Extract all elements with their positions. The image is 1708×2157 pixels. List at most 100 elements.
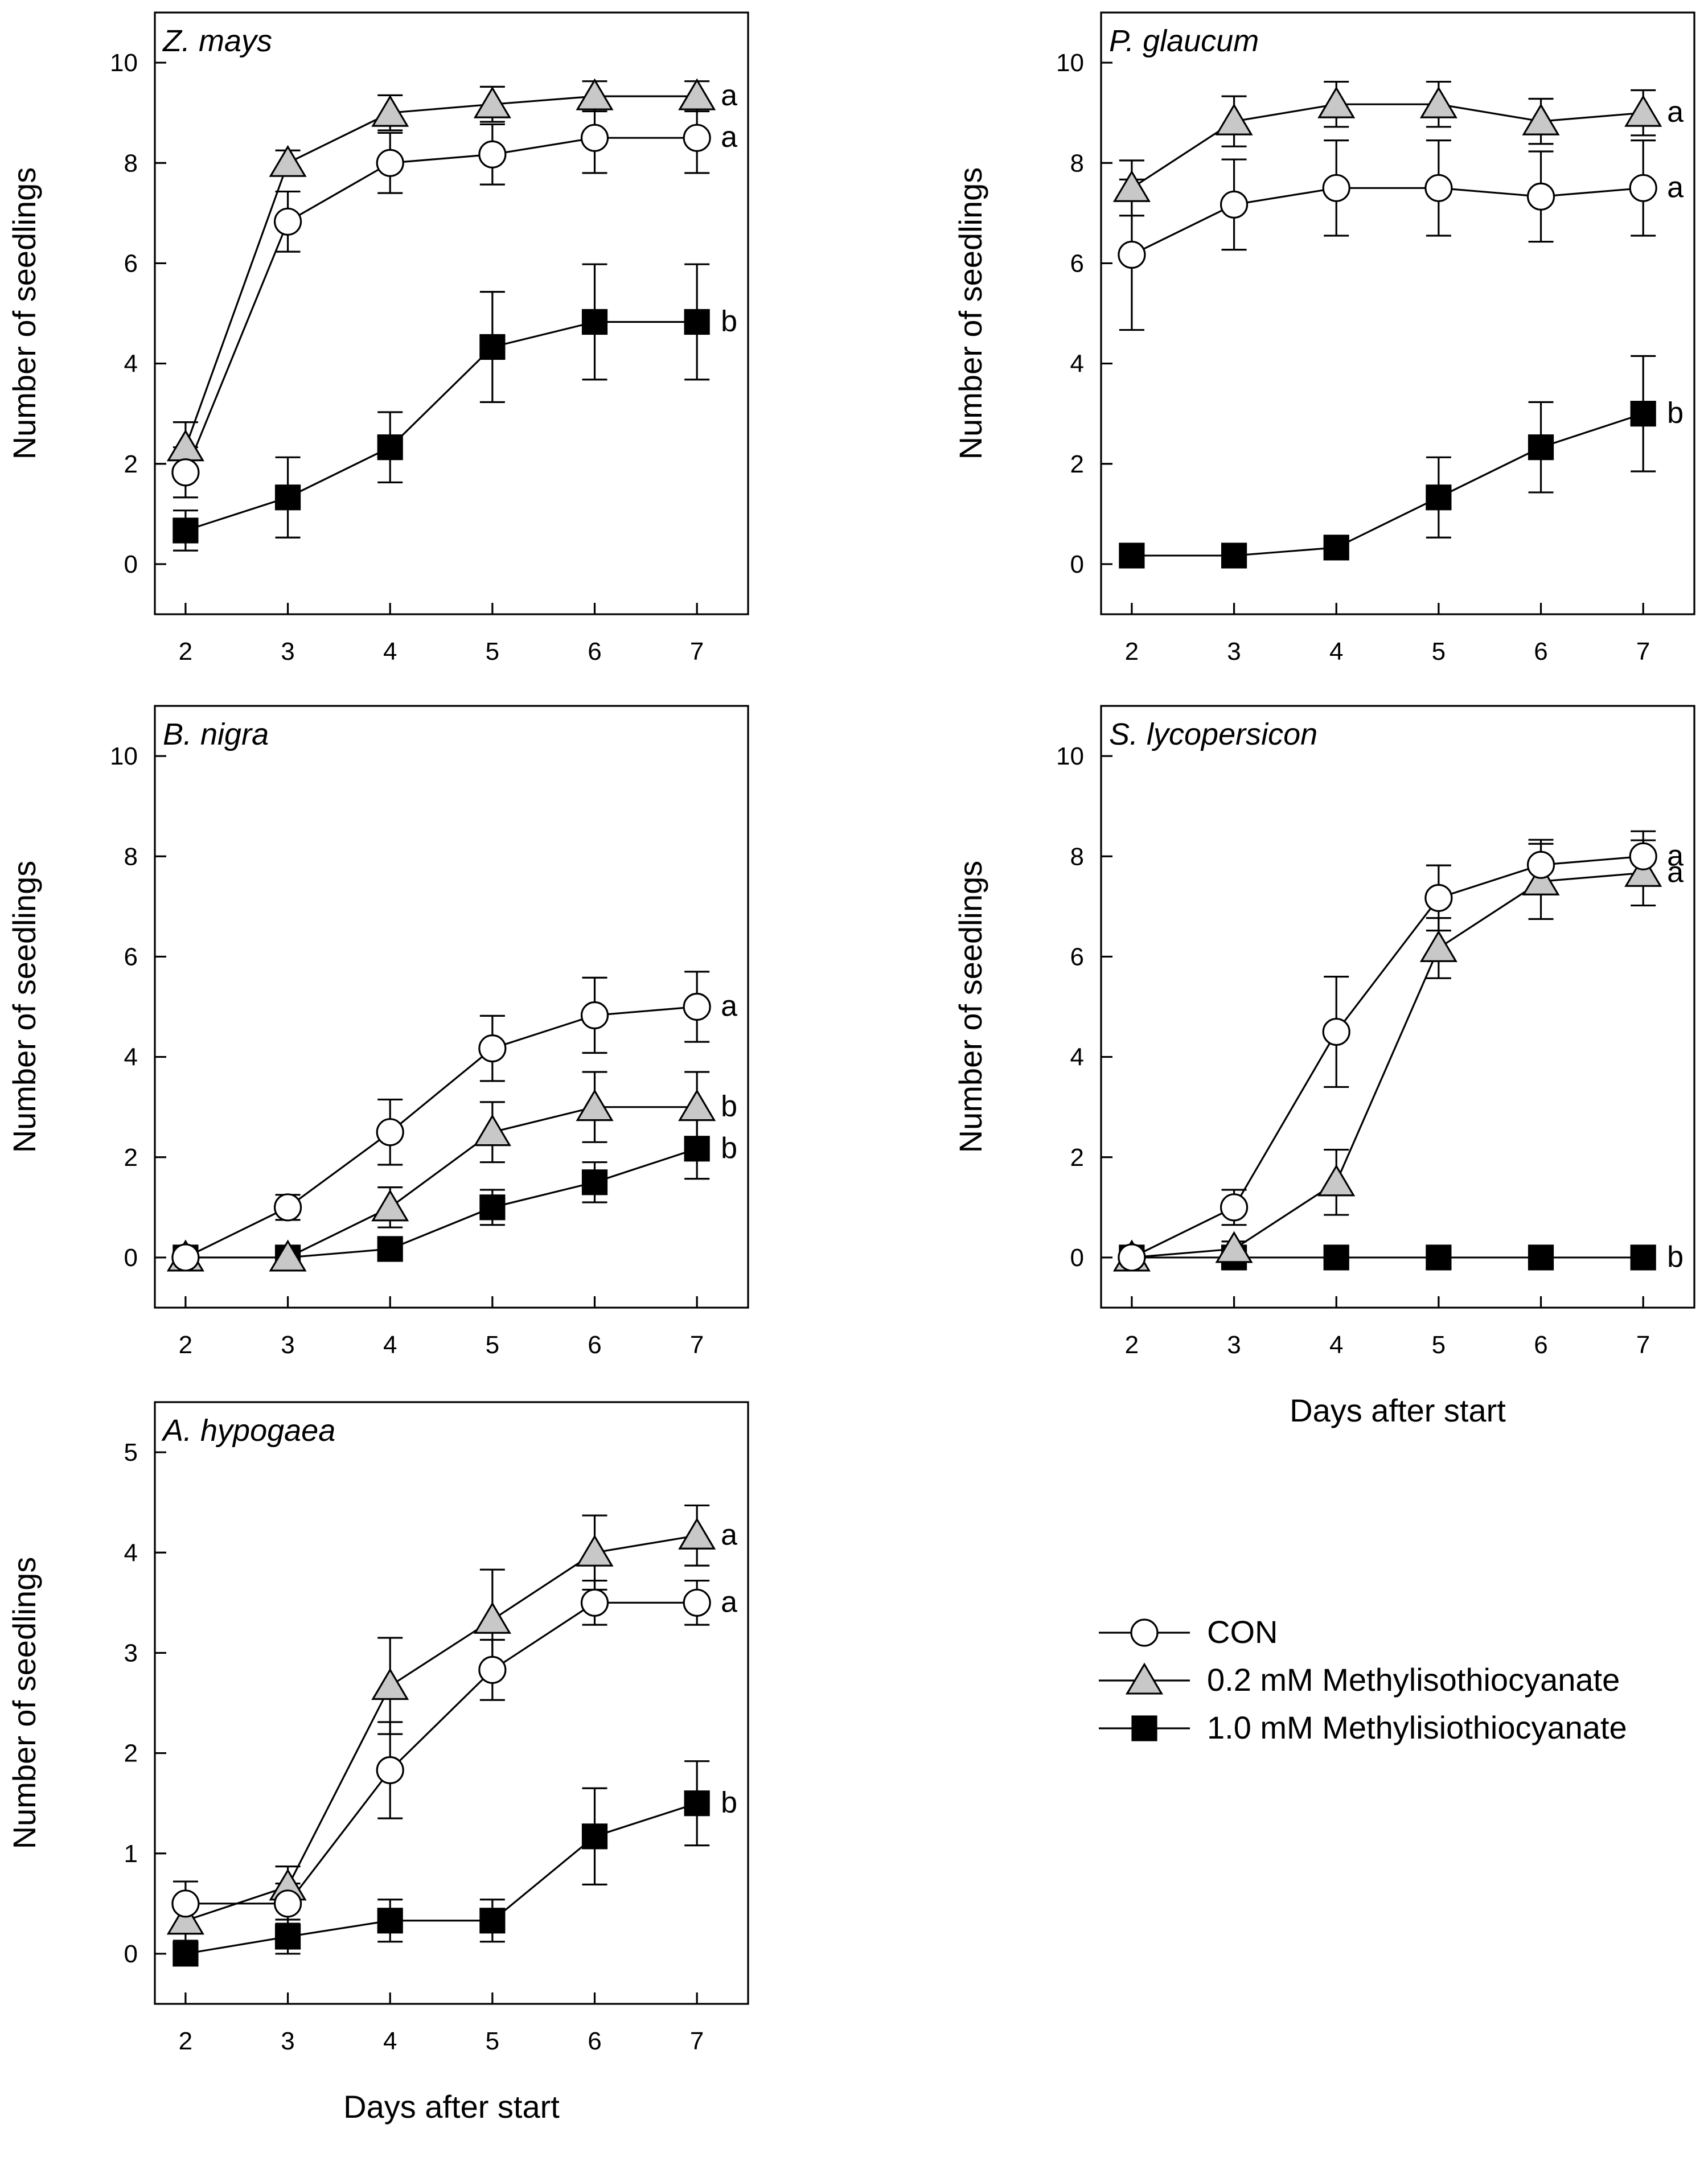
data-point-triangle: [1419, 86, 1457, 118]
legend-circle-marker: [1130, 1618, 1159, 1647]
y-tick-label: 4: [1070, 1043, 1084, 1071]
data-point-triangle: [269, 1239, 307, 1272]
legend-item-0.2mm: 0.2 mM Methylisothiocyanate: [1099, 1662, 1620, 1698]
significance-letter: a: [1667, 96, 1684, 129]
x-tick-label: 7: [690, 638, 704, 665]
data-point-circle: [683, 992, 711, 1021]
data-point-square: [684, 1136, 710, 1162]
x-tick-label: 5: [1432, 1331, 1446, 1359]
panel-z-mays: Z. mays Number of seedlings 0 2 4 6 8 10 2 3 4 5 6…: [6, 11, 749, 665]
y-tick-label: 4: [124, 1539, 138, 1567]
significance-letter: b: [1667, 397, 1684, 430]
y-tick-label: 3: [124, 1639, 138, 1667]
y-tick-label: 2: [124, 1740, 138, 1768]
data-point-square: [1323, 535, 1349, 561]
legend-item-1.0mm: 1.0 mM Methylisiothiocyanate: [1099, 1710, 1627, 1745]
data-point-square: [479, 1194, 506, 1221]
y-tick-label: 6: [124, 943, 138, 971]
x-tick-label: 6: [1534, 1331, 1547, 1359]
data-point-square: [1426, 484, 1452, 511]
legend-square-marker: [1131, 1715, 1157, 1741]
data-point-square: [479, 334, 506, 360]
data-point-square: [479, 1908, 506, 1934]
data-point-circle: [376, 1118, 404, 1147]
data-point-circle: [273, 1193, 302, 1222]
x-tick-label: 6: [588, 1331, 601, 1359]
x-tick-label: 4: [1329, 638, 1343, 665]
data-point-square: [173, 517, 199, 544]
data-point-square: [1119, 543, 1145, 569]
x-axis-label: Days after start: [343, 2089, 560, 2125]
data-point-triangle: [1624, 95, 1662, 127]
y-tick-label: 8: [124, 843, 138, 870]
data-point-circle: [376, 149, 404, 177]
data-point-triangle: [473, 86, 511, 118]
x-tick-label: 4: [1329, 1331, 1343, 1359]
x-tick-label: 6: [1534, 638, 1547, 665]
significance-letter: b: [721, 1786, 737, 1819]
x-tick-label: 3: [1227, 638, 1241, 665]
data-point-circle: [171, 1889, 200, 1918]
y-tick-label: 0: [1070, 1244, 1084, 1272]
data-point-square: [377, 434, 403, 461]
x-tick-label: 2: [179, 638, 192, 665]
y-tick-label: 1: [124, 1840, 138, 1868]
data-point-triangle: [1522, 103, 1560, 135]
y-axis-label: Number of seedlings: [952, 167, 988, 460]
series-line: [184, 95, 697, 448]
legend-triangle-marker: [1125, 1662, 1164, 1695]
significance-letter: a: [721, 1518, 737, 1551]
data-point-square: [581, 309, 608, 335]
data-point-square: [1528, 1244, 1554, 1271]
data-point-triangle: [1215, 1231, 1253, 1263]
series-line: [185, 1802, 697, 1955]
x-tick-label: 4: [383, 1331, 397, 1359]
panel-title: Z. mays: [162, 24, 272, 58]
data-point-triangle: [1419, 930, 1457, 962]
data-point-square: [581, 1169, 608, 1195]
data-point-triangle: [1522, 863, 1560, 895]
data-point-square: [377, 1236, 403, 1262]
series-line: [1131, 872, 1644, 1259]
y-tick-label: 0: [124, 550, 138, 578]
y-axis-label: Number of seedlings: [952, 861, 988, 1153]
data-point-triangle: [1112, 170, 1151, 202]
x-tick-label: 4: [383, 638, 397, 665]
data-point-circle: [1424, 884, 1453, 912]
data-point-triangle: [576, 1534, 614, 1567]
panel-a-hypogaea: A. hypogaea Number of seedlings Days aft…: [6, 1401, 749, 2125]
x-tick-label: 3: [281, 1331, 294, 1359]
data-point-circle: [1629, 174, 1657, 202]
series-line: [1131, 413, 1644, 557]
series-line: [185, 321, 697, 532]
x-tick-label: 5: [486, 2027, 499, 2055]
plot-frame: [1100, 11, 1695, 615]
data-point-triangle: [166, 1903, 204, 1935]
y-tick-label: 2: [124, 1144, 138, 1172]
data-point-square: [274, 484, 301, 511]
y-tick-label: 10: [110, 742, 138, 770]
significance-letter: a: [721, 121, 737, 154]
plot-frame: [154, 1401, 749, 2005]
data-point-square: [274, 1924, 301, 1950]
x-axis-label: Days after start: [1290, 1392, 1506, 1428]
data-point-triangle: [371, 95, 409, 127]
y-tick-label: 6: [1070, 943, 1084, 971]
plot-frame: [154, 705, 749, 1309]
data-point-triangle: [576, 1089, 614, 1121]
data-point-triangle: [678, 1517, 716, 1550]
data-point-circle: [478, 140, 507, 169]
data-point-circle: [171, 458, 200, 487]
data-point-square: [1323, 1244, 1349, 1271]
y-tick-label: 2: [1070, 450, 1084, 478]
data-point-triangle: [1317, 1164, 1356, 1197]
data-point-circle: [376, 1756, 404, 1785]
legend-label: CON: [1207, 1614, 1278, 1650]
plot-frame: [154, 11, 749, 615]
data-point-square: [1630, 401, 1656, 427]
data-point-triangle: [269, 145, 307, 177]
series-line: [1131, 103, 1644, 189]
x-tick-label: 2: [179, 2027, 192, 2055]
y-tick-label: 2: [124, 450, 138, 478]
data-point-triangle: [371, 1189, 409, 1222]
